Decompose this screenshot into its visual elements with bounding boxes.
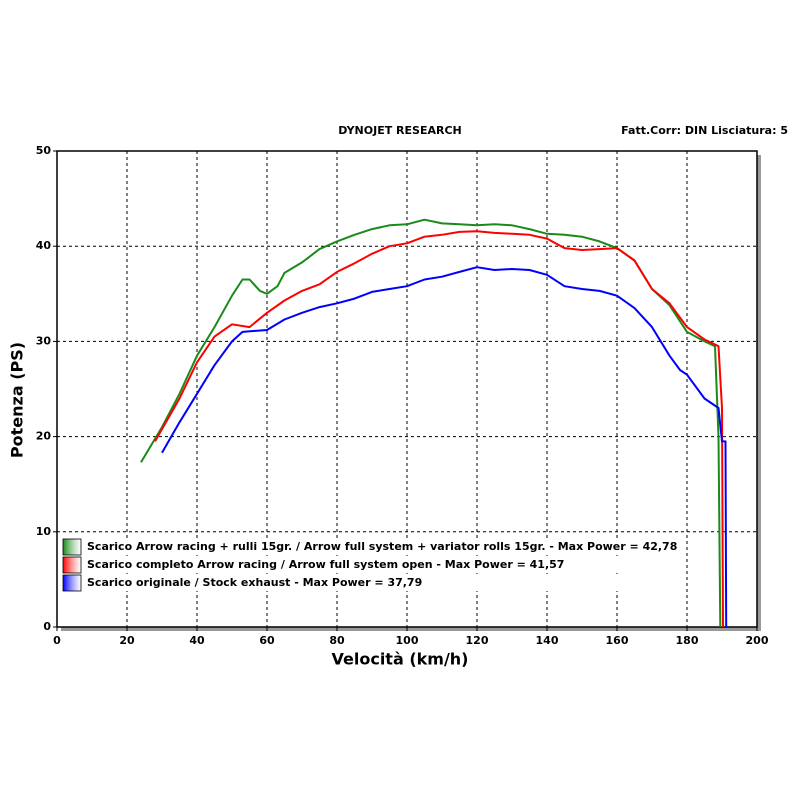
x-tick-label: 200 (746, 634, 769, 647)
x-tick-label: 60 (259, 634, 275, 647)
x-tick-label: 140 (536, 634, 559, 647)
y-tick-label: 50 (36, 144, 52, 157)
x-tick-label: 160 (606, 634, 629, 647)
y-tick-label: 20 (36, 430, 52, 443)
legend-label: Scarico originale / Stock exhaust - Max … (87, 576, 422, 589)
x-tick-label: 100 (396, 634, 419, 647)
legend-bg (85, 539, 685, 555)
header-right: Fatt.Corr: DIN Lisciatura: 5 (621, 124, 788, 137)
legend-bg (85, 557, 685, 573)
y-tick-label: 30 (36, 334, 52, 347)
series-line (161, 266, 728, 628)
x-axis-label: Velocità (km/h) (332, 650, 469, 669)
y-tick-label: 0 (43, 620, 51, 633)
y-axis-label: Potenza (PS) (8, 342, 27, 458)
legend-label: Scarico completo Arrow racing / Arrow fu… (87, 558, 564, 571)
x-tick-label: 180 (676, 634, 699, 647)
header-left: DYNOJET RESEARCH (338, 124, 461, 137)
x-tick-label: 80 (329, 634, 345, 647)
legend-swatch (62, 556, 82, 574)
legend-swatch (62, 574, 82, 592)
legend-label: Scarico Arrow racing + rulli 15gr. / Arr… (87, 540, 677, 553)
y-tick-label: 40 (36, 239, 52, 252)
x-tick-label: 120 (466, 634, 489, 647)
legend-swatch (62, 538, 82, 556)
series-line (154, 230, 724, 628)
y-tick-label: 10 (36, 525, 52, 538)
x-tick-label: 40 (189, 634, 205, 647)
x-tick-label: 0 (53, 634, 61, 647)
legend-bg (85, 575, 685, 591)
x-tick-label: 20 (119, 634, 135, 647)
